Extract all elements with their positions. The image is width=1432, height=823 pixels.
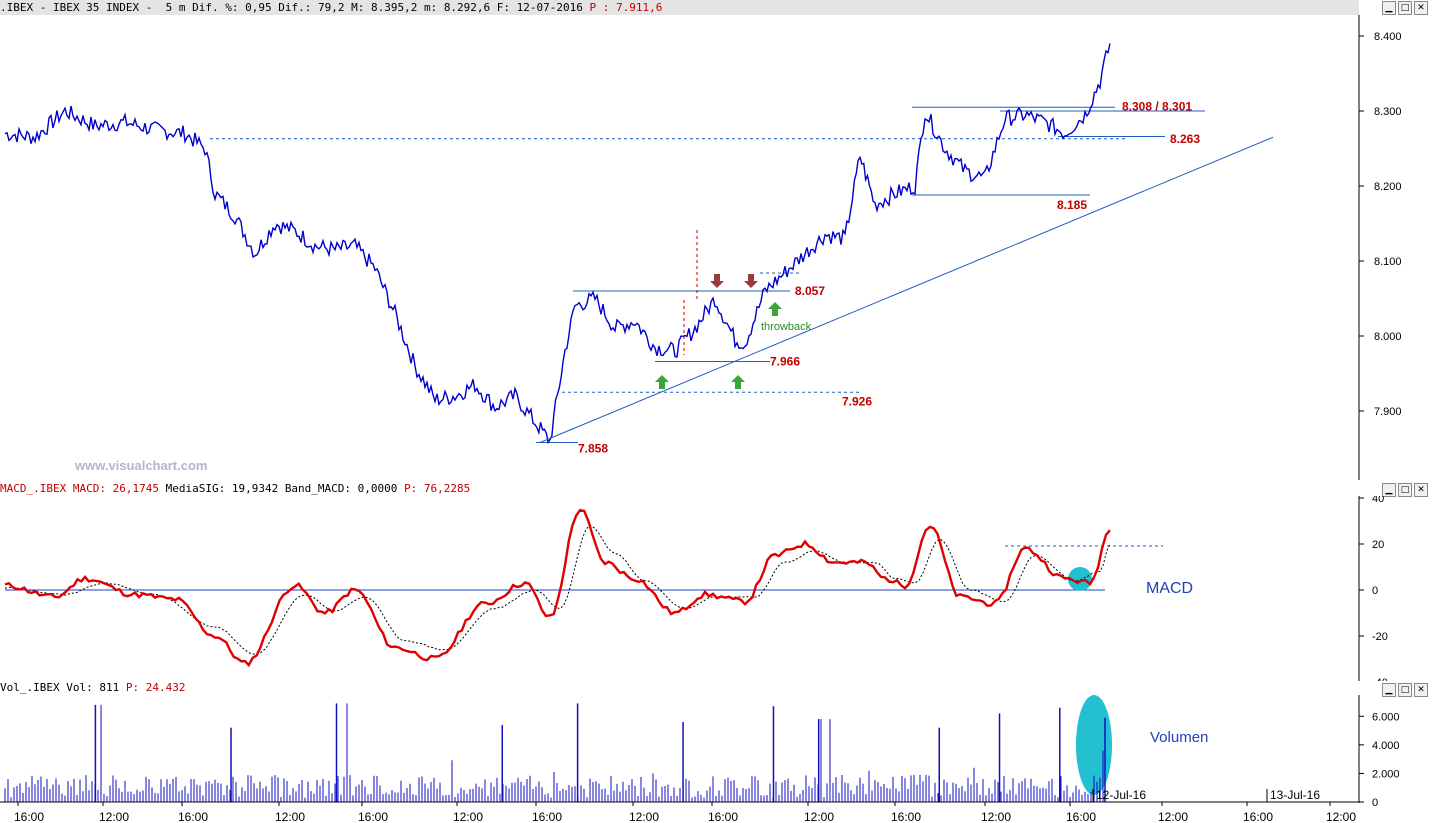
level-label: 8.185: [1057, 198, 1087, 212]
price-panel-header: .IBEX - IBEX 35 INDEX - 5 m Dif. %: 0,95…: [0, 0, 1359, 15]
price-panel-window-buttons: ▁ □ ✕: [1382, 1, 1428, 15]
price-y-tick-label: 7.900: [1374, 406, 1402, 418]
minimize-button[interactable]: ▁: [1382, 1, 1396, 15]
band-value: 0,0000: [357, 482, 398, 495]
volume-p-value: 24.432: [145, 681, 186, 694]
x-tick-label: 16:00: [532, 810, 562, 823]
price-y-tick-label: 8.300: [1374, 106, 1402, 118]
x-axis: 16:00 12:00 16:00 12:00 16:00 12:00 16:00 12:00…: [14, 788, 1356, 823]
up-arrow-icon: [655, 375, 669, 389]
maximize-button[interactable]: □: [1398, 483, 1412, 497]
macd-y-tick-label: -40: [1372, 677, 1388, 681]
watermark: www.visualchart.com: [74, 458, 207, 473]
close-button[interactable]: ✕: [1414, 483, 1428, 497]
macd-line: [4, 508, 1111, 668]
x-tick-label: 12:00: [1158, 810, 1188, 823]
volume-panel-window-buttons: ▁ □ ✕: [1382, 683, 1428, 697]
date-label: 13-Jul-16: [1270, 788, 1320, 802]
volume-y-tick-label: 2.000: [1372, 768, 1400, 780]
close-button[interactable]: ✕: [1414, 1, 1428, 15]
price-chart[interactable]: 8.400 8.300 8.200 8.100 8.000 7.900 8.308 / 8…: [0, 15, 1432, 480]
macd-panel-window-buttons: ▁ □ ✕: [1382, 483, 1428, 497]
volume-y-tick-label: 4.000: [1372, 740, 1400, 752]
symbol: .IBEX: [0, 1, 34, 14]
macd-cross-highlight: [1068, 567, 1092, 591]
macd-p-value: 76,2285: [423, 482, 471, 495]
last-price: 7.911,6: [616, 1, 663, 14]
x-tick-label: 16:00: [14, 810, 44, 823]
x-tick-label: 12:00: [99, 810, 129, 823]
x-tick-label: 16:00: [708, 810, 738, 823]
macd-value: 26,1745: [112, 482, 159, 495]
maximize-button[interactable]: □: [1398, 683, 1412, 697]
index-name: IBEX 35 INDEX: [53, 1, 140, 14]
timeframe: 5 m: [165, 1, 186, 14]
x-tick-label: 16:00: [1243, 810, 1273, 823]
dif-pct: 0,95: [245, 1, 272, 14]
volume-y-axis: 6.000 4.000 2.000 0: [1359, 711, 1400, 809]
x-tick-label: 16:00: [178, 810, 208, 823]
signal-arrows: [655, 274, 782, 389]
down-arrow-icon: [744, 274, 758, 288]
minimize-button[interactable]: ▁: [1382, 683, 1396, 697]
level-label: 8.057: [795, 284, 825, 298]
macd-panel-header: MACD_.IBEX MACD: 26,1745 MediaSIG: 19,93…: [0, 482, 471, 495]
signal-line: [4, 524, 1111, 655]
level-label: 7.926: [842, 394, 872, 408]
level-label: 8.308 / 8.301: [1122, 99, 1192, 113]
macd-chart[interactable]: 40 20 0 -20 -40 MACD: [0, 496, 1432, 681]
volume-label: Volumen: [1150, 729, 1208, 746]
x-tick-label: 12:00: [1326, 810, 1356, 823]
x-tick-label: 12:00: [275, 810, 305, 823]
min-value: 8.292,6: [443, 1, 491, 14]
up-arrow-icon: [768, 302, 782, 316]
macd-y-tick-label: 40: [1372, 496, 1384, 505]
x-tick-label: 16:00: [891, 810, 921, 823]
down-arrow-icon: [710, 274, 724, 288]
volume-bars: [4, 703, 1106, 802]
macd-label: MACD: [1146, 580, 1193, 597]
volume-value: 811: [99, 681, 120, 694]
minimize-button[interactable]: ▁: [1382, 483, 1396, 497]
up-arrow-icon: [731, 375, 745, 389]
throwback-label: throwback: [761, 321, 812, 333]
macd-y-tick-label: 20: [1372, 539, 1384, 551]
volume-y-tick-label: 6.000: [1372, 711, 1400, 723]
price-y-tick-label: 8.100: [1374, 256, 1402, 268]
maximize-button[interactable]: □: [1398, 1, 1412, 15]
macd-y-tick-label: 0: [1372, 585, 1378, 597]
price-y-axis: 8.400 8.300 8.200 8.100 8.000 7.900: [1359, 31, 1402, 418]
x-tick-label: 16:00: [358, 810, 388, 823]
x-tick-label: 12:00: [629, 810, 659, 823]
rising-trendline: [539, 136, 1274, 443]
price-y-tick-label: 8.000: [1374, 331, 1402, 343]
level-label: 8.263: [1170, 132, 1200, 146]
level-label: 7.966: [770, 355, 800, 369]
volume-panel-header: Vol_.IBEX Vol: 811 P: 24.432: [0, 681, 186, 694]
x-tick-label: 12:00: [804, 810, 834, 823]
x-tick-label: 12:00: [453, 810, 483, 823]
volume-y-tick-label: 0: [1372, 797, 1378, 809]
dif: 79,2: [317, 1, 345, 14]
date-label: 12-Jul-16: [1096, 788, 1146, 802]
level-label: 7.858: [578, 442, 608, 456]
signal-value: 19,9342: [231, 482, 279, 495]
x-tick-label: 16:00: [1066, 810, 1096, 823]
price-y-tick-label: 8.400: [1374, 31, 1402, 43]
close-button[interactable]: ✕: [1414, 683, 1428, 697]
macd-y-axis: 40 20 0 -20 -40: [1359, 496, 1388, 681]
x-tick-label: 12:00: [981, 810, 1011, 823]
max-value: 8.395,2: [370, 1, 418, 14]
macd-y-tick-label: -20: [1372, 631, 1388, 643]
price-line: [4, 43, 1111, 445]
support-resistance-levels: 8.308 / 8.301 8.263 8.185 8.057 7.966 7.926 7.…: [210, 99, 1205, 456]
price-y-tick-label: 8.200: [1374, 181, 1402, 193]
date: 12-07-2016: [516, 1, 583, 14]
